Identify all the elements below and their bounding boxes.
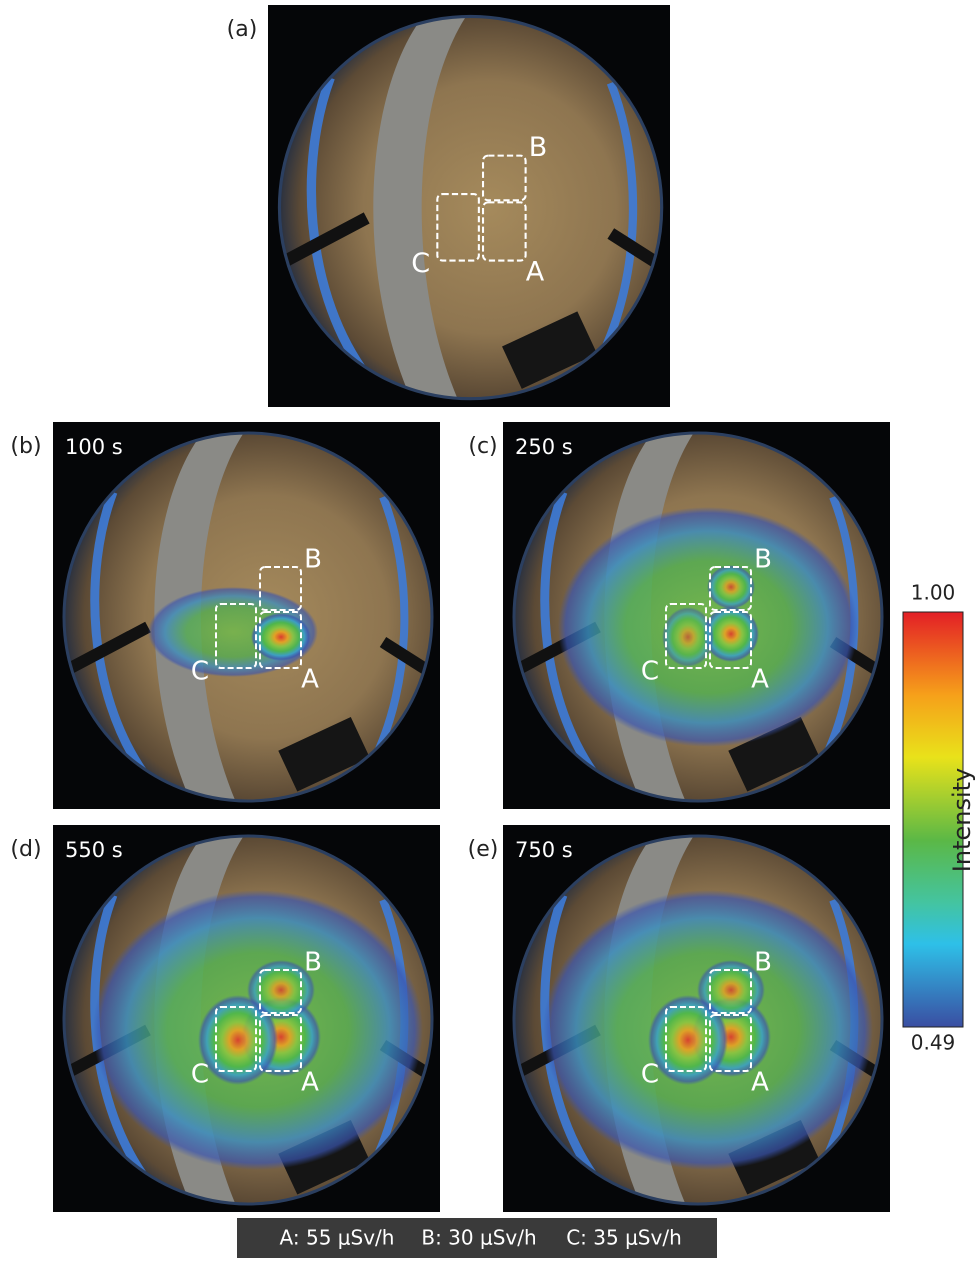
region-label: A	[301, 1068, 319, 1098]
region-label: B	[304, 545, 322, 575]
colorbar-max: 1.00	[911, 581, 956, 605]
region-label: B	[529, 132, 548, 163]
region-label: C	[191, 1060, 209, 1090]
region-label: C	[641, 657, 659, 687]
colorbar-label: Intensity	[948, 768, 976, 872]
panel-image: A B C 550 s	[53, 825, 440, 1212]
heat-spot	[707, 565, 755, 609]
panel-image: A B C	[268, 5, 670, 407]
panel-label: (e)	[468, 837, 499, 862]
time-label: 550 s	[65, 838, 123, 862]
region-label: C	[641, 1060, 659, 1090]
region-label: B	[754, 545, 772, 575]
panel-image: A B C 250 s	[503, 422, 890, 809]
time-label: 250 s	[515, 435, 573, 459]
panel-label: (b)	[10, 434, 41, 459]
region-label: C	[411, 248, 430, 279]
panel-label: (c)	[468, 434, 497, 459]
region-label: B	[754, 948, 772, 978]
region-label: A	[751, 1068, 769, 1098]
panel-label: (d)	[10, 837, 41, 862]
legend-entry: A: 55 μSv/h	[280, 1226, 395, 1250]
region-label: A	[526, 257, 545, 288]
panel-image: A B C 100 s	[53, 422, 440, 809]
colorbar-min: 0.49	[911, 1031, 956, 1055]
time-label: 100 s	[65, 435, 123, 459]
region-label: A	[751, 665, 769, 695]
panel-image: A B C 750 s	[503, 825, 890, 1212]
region-label: B	[304, 948, 322, 978]
legend-entry: B: 30 μSv/h	[421, 1226, 536, 1250]
legend-entry: C: 35 μSv/h	[566, 1226, 682, 1250]
time-label: 750 s	[515, 838, 573, 862]
region-label: C	[191, 657, 209, 687]
panel-label: (a)	[227, 17, 258, 42]
figure: 1.00 0.49 Intensity A: 55 μSv/h B: 30 μS…	[0, 0, 976, 1261]
region-label: A	[301, 665, 319, 695]
